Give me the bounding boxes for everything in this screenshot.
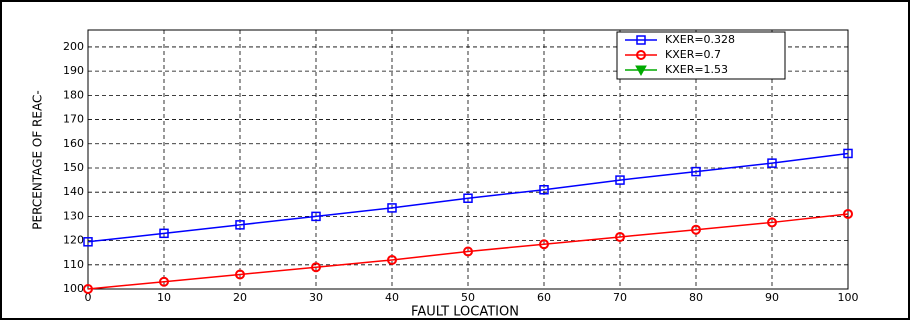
x-tick-label: 30: [309, 291, 323, 304]
legend-marker: [635, 65, 647, 77]
legend-label: KXER=0.7: [665, 48, 721, 61]
marker: [83, 284, 93, 294]
y-axis-label: PERCENTAGE OF REAC-: [31, 90, 45, 229]
marker: [843, 148, 853, 159]
legend-label: KXER=0.328: [665, 33, 735, 46]
y-tick-label: 150: [63, 161, 84, 174]
marker: [159, 276, 169, 287]
marker: [691, 166, 701, 177]
x-tick-label: 50: [461, 291, 475, 304]
y-tick-label: 110: [63, 258, 84, 271]
y-tick-label: 120: [63, 234, 84, 247]
marker: [767, 217, 777, 228]
marker: [235, 269, 245, 280]
y-tick-label: 190: [63, 64, 84, 77]
marker: [615, 231, 625, 242]
x-tick-label: 80: [689, 291, 703, 304]
marker: [539, 185, 549, 195]
y-tick-label: 180: [63, 88, 84, 101]
x-tick-label: 0: [85, 291, 92, 304]
series-line: [87, 152, 849, 243]
legend-label: KXER=1.53: [665, 63, 728, 76]
marker: [691, 224, 701, 235]
y-tick-label: 170: [63, 113, 84, 126]
marker: [311, 262, 321, 273]
marker: [235, 220, 245, 230]
x-tick-label: 20: [233, 291, 247, 304]
marker: [159, 228, 169, 239]
y-tick-label: 140: [63, 185, 84, 198]
marker: [615, 175, 625, 185]
y-tick-label: 160: [63, 137, 84, 150]
marker: [463, 193, 473, 203]
y-tick-label: 100: [63, 282, 84, 295]
x-tick-label: 100: [838, 291, 859, 304]
series-line: [87, 213, 849, 290]
marker: [843, 208, 853, 219]
marker: [387, 254, 397, 265]
x-axis-label: FAULT LOCATION: [411, 305, 519, 320]
marker: [539, 239, 549, 250]
marker: [387, 203, 397, 213]
marker: [767, 158, 777, 168]
y-tick-label: 200: [63, 40, 84, 53]
x-tick-label: 90: [765, 291, 779, 304]
x-tick-label: 70: [613, 291, 627, 304]
x-tick-label: 10: [157, 291, 171, 304]
x-tick-label: 40: [385, 291, 399, 304]
y-tick-label: 130: [63, 209, 84, 222]
marker: [83, 237, 93, 247]
marker: [463, 246, 473, 257]
legend-marker: [636, 35, 646, 45]
x-tick-label: 60: [537, 291, 551, 304]
marker: [311, 211, 321, 222]
legend-marker: [636, 50, 646, 60]
